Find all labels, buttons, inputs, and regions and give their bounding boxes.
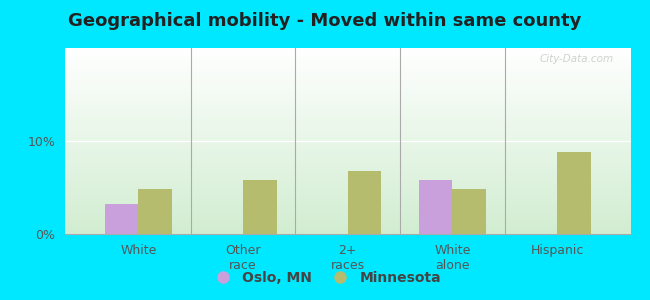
Bar (243, 180, 276, 234)
Bar (348, 171, 382, 234)
Text: City-Data.com: City-Data.com (540, 54, 614, 64)
Bar (419, 180, 452, 234)
Bar (557, 152, 591, 234)
Text: Geographical mobility - Moved within same county: Geographical mobility - Moved within sam… (68, 12, 582, 30)
Legend: Oslo, MN, Minnesota: Oslo, MN, Minnesota (203, 265, 447, 290)
Bar (452, 189, 486, 234)
Bar (105, 204, 138, 234)
Bar (138, 189, 172, 234)
